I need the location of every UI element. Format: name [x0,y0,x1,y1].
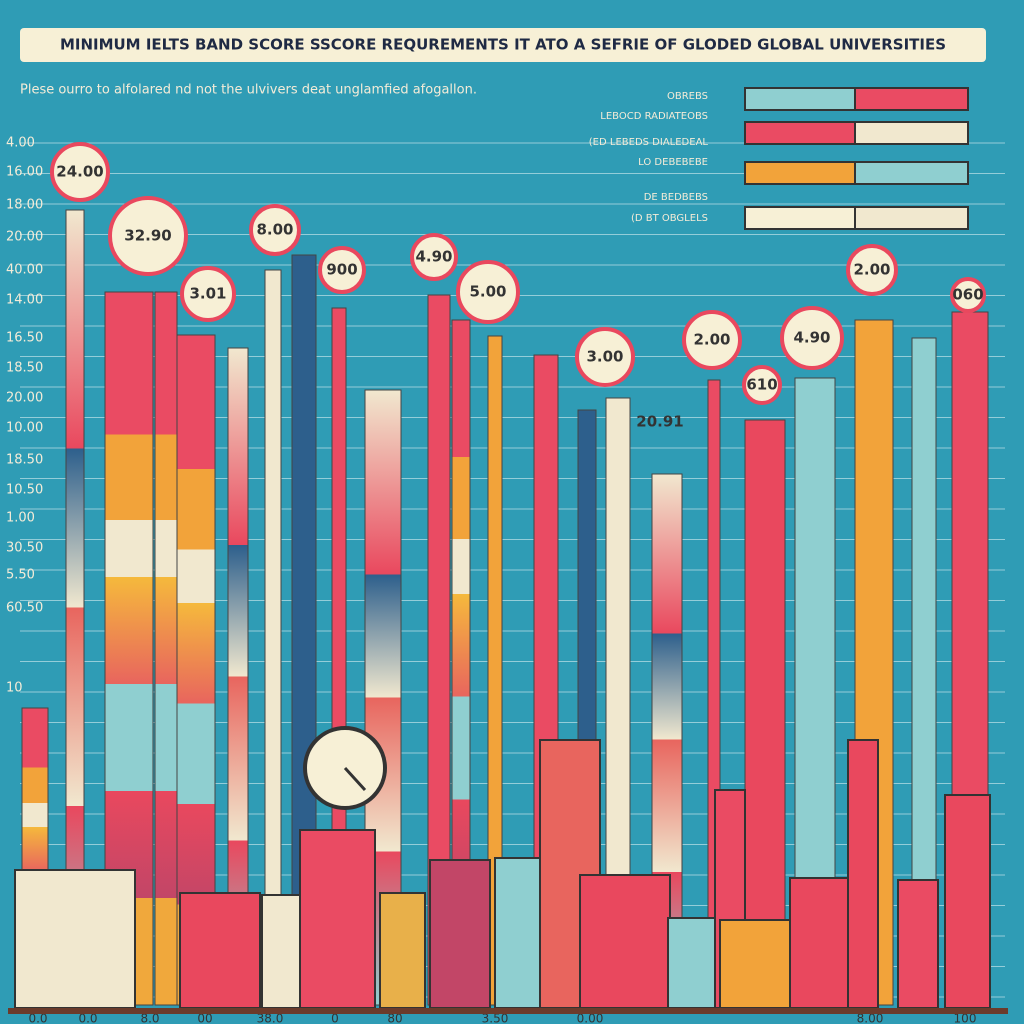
bubble-label: 3.01 [189,285,226,303]
y-label: 5.50 [6,568,35,583]
x-label: 3.50 [482,1012,509,1024]
x-label: 0.0 [28,1012,47,1024]
x-label: 38.0 [257,1012,284,1024]
x-label: 100 [954,1012,977,1024]
bubble-label: 20.91 [636,413,683,431]
building [579,874,671,1009]
x-label: 8.00 [857,1012,884,1024]
bubble-label: 3.00 [586,348,623,366]
legend-swatch [854,121,969,145]
bubble-label: 8.00 [256,221,293,239]
y-label: 18.00 [6,198,43,213]
legend-label: (ED LEBEDS DIALEDEAL [589,137,709,148]
bubble [318,246,366,294]
legend-swatch [854,87,969,111]
bubble-label: 32.90 [124,227,171,245]
legend-label: (D BT OBGLELS [631,213,708,224]
bubble [180,266,236,322]
bubble [682,310,742,370]
x-label: 0 [331,1012,339,1024]
x-label: 80 [387,1012,402,1024]
bubble-label: 4.90 [793,329,830,347]
title: MINIMUM IELTS BAND SCORE SSCORE REQUREME… [60,36,946,54]
legend-label: OBREBS [667,91,708,102]
bar [744,419,786,1006]
building [667,917,719,1009]
bubble-label: 4.90 [415,248,452,266]
legend-label: LO DEBEBEBE [638,157,708,168]
y-label: 1.00 [6,511,35,526]
note: Plese ourro to alfolared nd not the ulvi… [20,83,477,98]
bubble [456,260,520,324]
bubble [575,327,635,387]
y-label: 30.50 [6,541,43,556]
bubble [742,365,782,405]
x-label: 8.0 [140,1012,159,1024]
x-label: 0.0 [78,1012,97,1024]
building [789,877,851,1009]
bubble-label: 610 [746,376,777,394]
building [299,829,376,1009]
bubble [50,142,110,202]
legend-label: DE BEDBEBS [644,192,708,203]
y-label: 4.00 [6,136,35,151]
clock-hand [343,766,367,792]
building [14,869,136,1009]
building [944,794,991,1009]
buildings [14,739,991,1009]
building [847,739,879,1009]
building [897,879,939,1009]
bubble-label: 060 [952,286,983,304]
legend-swatch [744,121,856,145]
bubble-label: 900 [326,261,357,279]
bubble-label: 5.00 [469,283,506,301]
labels: OBREBS LEBOCD RADIATEOBS (ED LEBEDS DIALED… [6,87,986,1024]
y-label: 18.50 [6,453,43,468]
y-label: 60.50 [6,601,43,616]
building [719,919,791,1009]
building [379,892,426,1009]
y-label: 18.50 [6,361,43,376]
y-label: 10.50 [6,483,43,498]
bubble [780,306,844,370]
y-label: 10.00 [6,421,43,436]
y-label: 20.00 [6,391,43,406]
bubble [249,204,301,256]
y-label: 16.50 [6,331,43,346]
bubble [410,233,458,281]
bar [154,291,178,1006]
bubble [846,244,898,296]
legend-swatch [744,87,856,111]
bubble-label: 2.00 [693,331,730,349]
bubble [108,196,188,276]
bubble [950,277,986,313]
title-banner [20,28,986,62]
legend-label: LEBOCD RADIATEOBS [600,111,708,122]
legend-swatch [854,206,969,230]
x-label: 0.00 [577,1012,604,1024]
bubble-label: 24.00 [56,163,103,181]
legend-swatch [744,161,856,185]
legend-swatch [854,161,969,185]
bubble-label: 2.00 [853,261,890,279]
y-label: 10 [6,681,23,696]
y-label: 40.00 [6,263,43,278]
y-label: 16.00 [6,165,43,180]
ground [8,1008,1008,1014]
building [179,892,261,1009]
legend-swatch [744,206,856,230]
x-label: 00 [197,1012,212,1024]
y-label: 14.00 [6,293,43,308]
y-label: 20.00 [6,230,43,245]
building [429,859,491,1009]
